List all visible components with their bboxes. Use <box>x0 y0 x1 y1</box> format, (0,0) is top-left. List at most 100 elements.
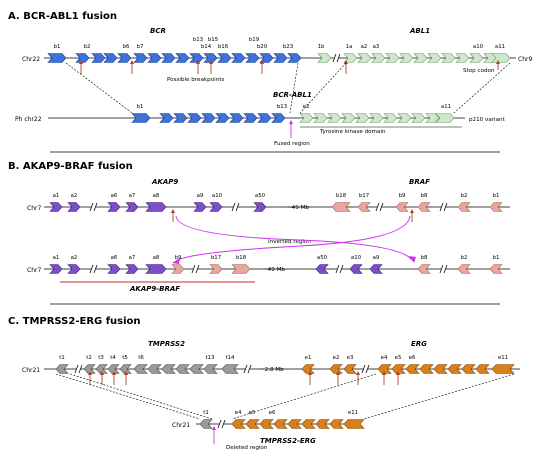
fused-t1 <box>199 419 213 429</box>
fused-abl-exon-3 <box>341 113 356 123</box>
label-b1: b1 <box>54 44 61 50</box>
fused-break <box>217 419 226 429</box>
fused-akap-a2 <box>67 264 81 274</box>
inversion-arrowhead-right <box>409 256 416 263</box>
erg-e3 <box>343 364 357 374</box>
fused-erg-6 <box>315 419 330 429</box>
fused-bcr-exon-0 <box>159 113 174 123</box>
inversion-arrow-right <box>175 215 413 261</box>
label-fused-t1: t1 <box>203 410 209 416</box>
erg-exon-4 <box>433 364 448 374</box>
fused-abl-exon-9 <box>425 113 440 123</box>
fused-erg-2 <box>259 419 274 429</box>
label-bot-a10: a10 <box>351 255 362 261</box>
erg-exon-0 <box>377 364 392 374</box>
abl1-exon-10 <box>469 53 484 63</box>
label-b20: b20 <box>257 44 268 50</box>
label-t5: t5 <box>122 355 128 361</box>
braf-b9 <box>395 202 409 212</box>
label-t1: t1 <box>59 355 65 361</box>
gene-erg-label: ERG <box>411 340 427 348</box>
label-b23: b23 <box>283 44 293 50</box>
bcr-exon-3 <box>117 53 132 63</box>
label-t2: t2 <box>86 355 92 361</box>
fused-abl-exon-1 <box>313 113 328 123</box>
connector-e2 <box>299 62 347 114</box>
label-a11: a11 <box>495 44 505 50</box>
fused-abl-exon-5 <box>369 113 384 123</box>
fused-abl-exon-8 <box>411 113 426 123</box>
label-fused-e4: e4 <box>235 410 242 416</box>
breakpoint-arrow-1 <box>130 60 134 74</box>
braf-b18 <box>331 202 351 212</box>
bcr-exon-6 <box>161 53 176 63</box>
abl1-exon-9 <box>455 53 470 63</box>
bcr-exon-5 <box>147 53 162 63</box>
label-bot-a9: a9 <box>373 255 380 261</box>
tmp-exon-2 <box>107 364 120 374</box>
breakpoint-arrow-4 <box>260 60 264 74</box>
label-t6: t6 <box>138 355 144 361</box>
tmp-break-1 <box>74 364 83 374</box>
label-top-a8: a8 <box>153 193 160 199</box>
label-t3: t3 <box>98 355 104 361</box>
akap-break-2 <box>231 202 240 212</box>
label-bot-b8: b8 <box>421 255 428 261</box>
bcr-exon-4 <box>133 53 148 63</box>
fused-akap-a50 <box>315 264 329 274</box>
erg-breakpoint-3 <box>382 371 386 385</box>
label-bot-a8: a8 <box>153 255 160 261</box>
fused-akap-a9 <box>369 264 383 274</box>
tmp-breakpoint-0 <box>88 371 92 385</box>
tmp-t14 <box>221 364 239 374</box>
label-top-a6: a6 <box>111 193 118 199</box>
chr7-bottom-label: Chr7 <box>27 267 41 274</box>
tmp-exon-0 <box>83 364 96 374</box>
fused-bcr-exon-7 <box>257 113 272 123</box>
ph-chr22-label: Ph chr22 <box>15 116 42 123</box>
fused-akap-a6 <box>107 264 121 274</box>
erg-e1 <box>301 364 315 374</box>
label-fused-e2: e2 <box>303 104 310 110</box>
tk-domain-label: Tyrosine kinase domain <box>319 129 386 135</box>
label-bot-a50: a50 <box>317 255 328 261</box>
tmprss2-erg-fusion-label: TMPRSS2-ERG <box>260 437 316 445</box>
label-fused-a11: a11 <box>441 104 451 110</box>
fused-erg-4 <box>287 419 302 429</box>
chr7-top-label: Chr7 <box>27 205 41 212</box>
fused-akap-a7 <box>125 264 139 274</box>
fused-braf-b18 <box>231 264 251 274</box>
label-a3: a3 <box>373 44 380 50</box>
erg-exon-5 <box>447 364 462 374</box>
gap-2-8mb: ~2.8 Mb <box>260 367 284 373</box>
abl1-exon-a11 <box>491 53 511 63</box>
fused-abl-a11 <box>435 113 455 123</box>
tmp-mid-1 <box>147 364 162 374</box>
tmp-breakpoint-3 <box>124 371 128 385</box>
tmp-breakpoint-2 <box>112 371 116 385</box>
erg-exon-2 <box>405 364 420 374</box>
akap9-braf-fusion-label: AKAP9-BRAF <box>129 285 180 293</box>
label-b19: b19 <box>249 37 260 43</box>
erg-exon-1 <box>391 364 406 374</box>
tmp-exon-3 <box>119 364 132 374</box>
label-e2: e2 <box>333 355 340 361</box>
chr21-top-label: Chr21 <box>22 367 40 374</box>
label-bot-a2: a2 <box>71 255 78 261</box>
inversion-arrowhead-left <box>172 258 180 264</box>
bcr-exon-0 <box>75 53 90 63</box>
tmp-mid-2 <box>161 364 176 374</box>
braf-b1 <box>489 202 503 212</box>
label-fused-e11: e11 <box>348 410 358 416</box>
abl1-exon-1 <box>343 53 358 63</box>
akap-break-1 <box>89 202 98 212</box>
fused-akap-break-2 <box>335 264 344 274</box>
panel-b-title: B. AKAP9-BRAF fusion <box>8 161 133 172</box>
label-bot-b1: b1 <box>493 255 500 261</box>
fused-erg-e11 <box>343 419 365 429</box>
panel-c-title: C. TMPRSS2-ERG fusion <box>8 316 141 327</box>
label-b16: b16 <box>218 44 229 50</box>
fused-braf-break-2 <box>439 264 448 274</box>
label-a2: a2 <box>361 44 368 50</box>
fused-abl-exon-7 <box>397 113 412 123</box>
